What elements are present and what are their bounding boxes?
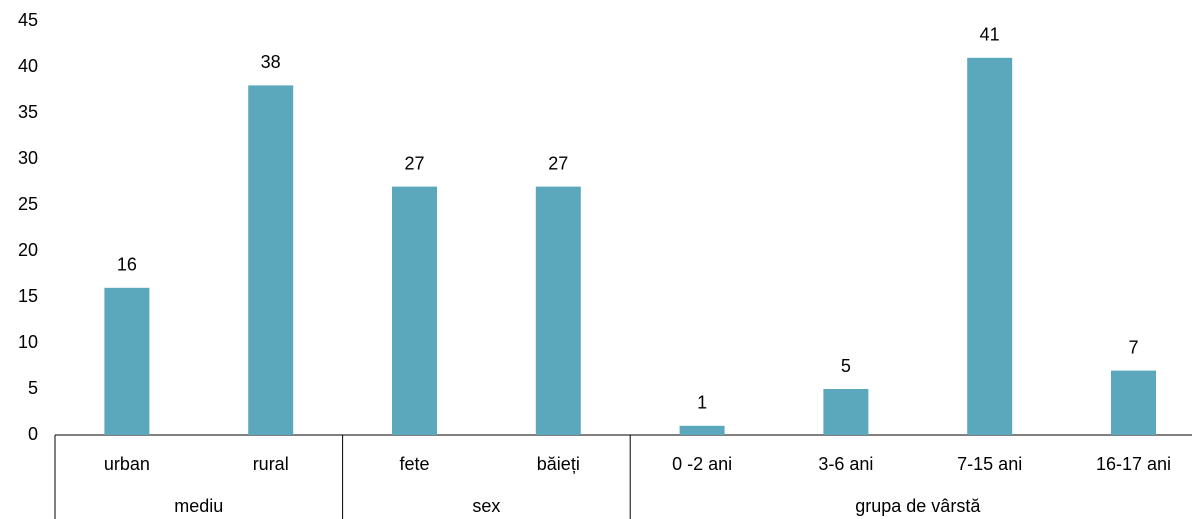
y-tick-label: 10 [18,332,38,352]
value-label: 7 [1128,337,1138,357]
bar [823,389,869,435]
value-label: 16 [117,255,137,275]
y-tick-label: 35 [18,102,38,122]
x-tick-label: rural [253,454,289,474]
y-tick-label: 40 [18,56,38,76]
value-label: 41 [980,25,1000,45]
y-tick-label: 0 [28,424,38,444]
group-label: mediu [174,496,223,516]
y-tick-label: 20 [18,240,38,260]
bar [679,425,725,435]
group-label: sex [472,496,500,516]
x-tick-label: fete [399,454,429,474]
bar [104,287,150,435]
y-tick-label: 45 [18,10,38,30]
group-label: grupa de vârstă [855,496,981,516]
value-label: 27 [404,153,424,173]
value-label: 38 [261,52,281,72]
x-tick-label: 7-15 ani [957,454,1022,474]
bar [535,186,581,435]
bar [967,57,1013,436]
y-tick-label: 5 [28,378,38,398]
x-tick-label: băieți [537,454,580,474]
bar [1111,370,1156,435]
y-tick-label: 25 [18,194,38,214]
bar [392,186,437,435]
x-tick-label: 16-17 ani [1096,454,1171,474]
value-label: 5 [841,356,851,376]
y-tick-label: 15 [18,286,38,306]
x-tick-label: 3-6 ani [818,454,873,474]
bar [248,85,294,436]
value-label: 1 [697,393,707,413]
x-tick-label: 0 -2 ani [672,454,732,474]
x-tick-label: urban [104,454,150,474]
y-tick-label: 30 [18,148,38,168]
value-label: 27 [548,153,568,173]
